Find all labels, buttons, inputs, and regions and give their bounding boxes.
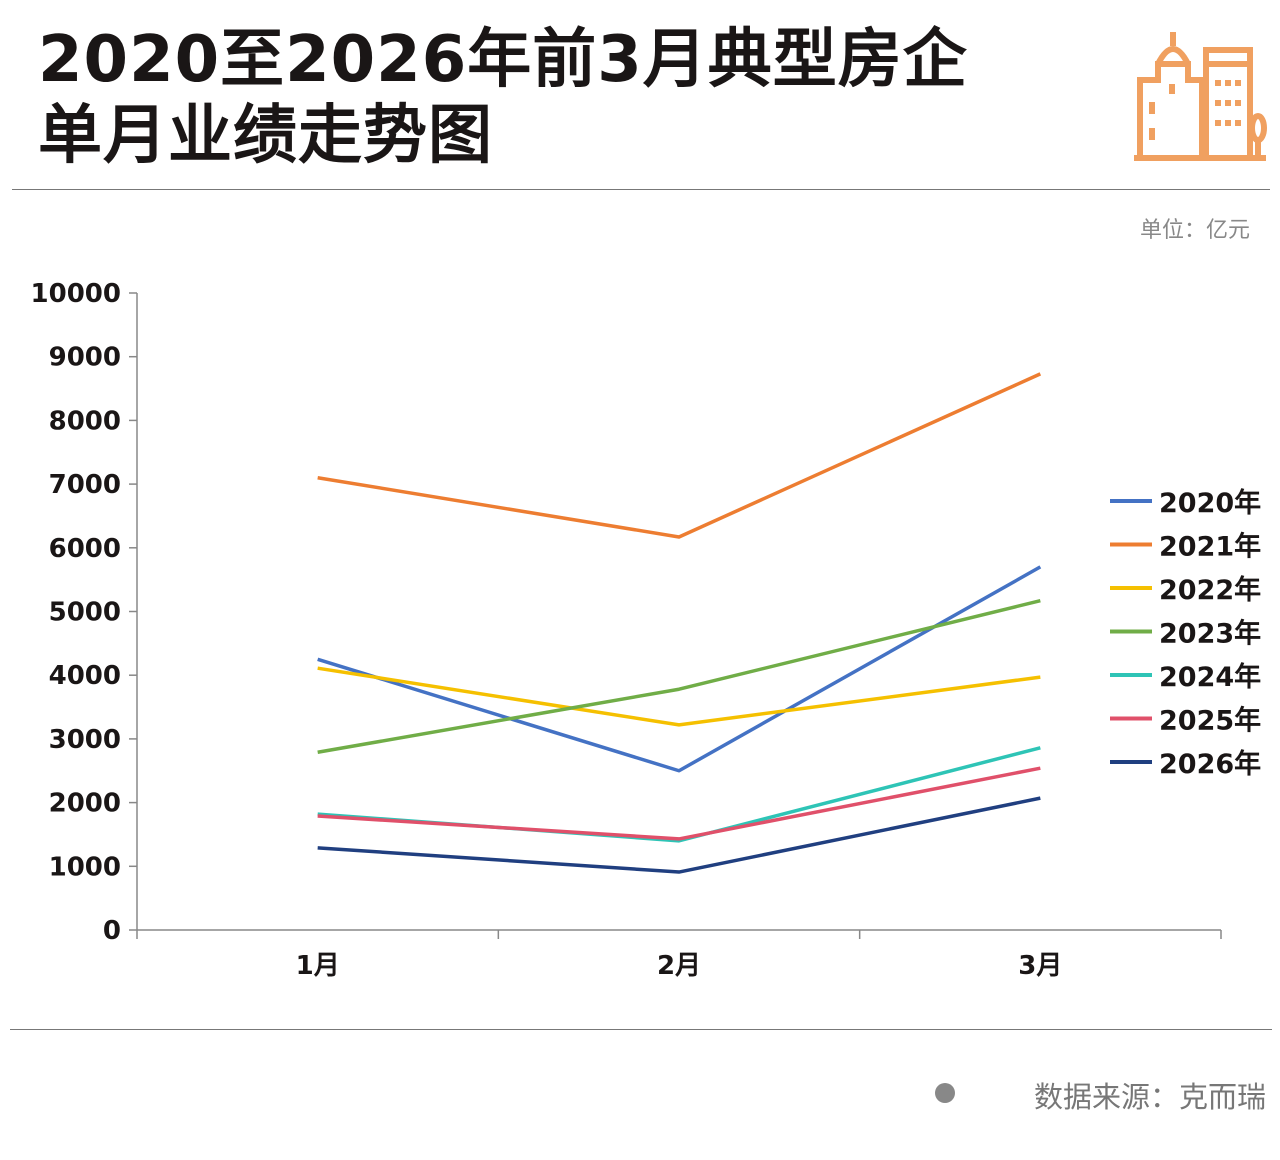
city-buildings-icon [1134,32,1267,161]
x-tick-label: 3月 [1018,951,1062,981]
x-tick-label: 1月 [296,951,340,981]
series-line-2022年 [317,666,1041,727]
header-divider [12,189,1270,190]
legend-label: 2025年 [1159,705,1261,737]
footer-divider [10,1029,1272,1030]
series-line-2026年 [317,796,1041,874]
legend-label: 2023年 [1159,618,1261,650]
legend-label: 2020年 [1159,487,1261,519]
series-line-2025年 [317,766,1041,841]
y-tick-label: 9000 [49,343,121,373]
series-line-2023年 [317,598,1041,755]
legend-label: 2021年 [1159,531,1261,563]
page-title: 2020至2026年前3月典型房企 单月业绩走势图 [38,22,968,174]
title-line-2: 单月业绩走势图 [38,99,493,173]
y-tick-label: 0 [103,916,121,946]
y-tick-label: 7000 [49,470,121,500]
x-tick-label: 2月 [657,951,701,981]
y-tick-label: 10000 [31,279,121,309]
y-tick-label: 3000 [49,725,121,755]
title-line-1: 2020至2026年前3月典型房企 [38,23,968,97]
series-line-2021年 [317,372,1042,539]
y-tick-label: 8000 [49,406,121,436]
series-line-2024年 [317,746,1041,843]
y-tick-label: 1000 [49,852,121,882]
y-tick-label: 5000 [49,598,121,628]
source-label: 数据来源：克而瑞 [1033,1080,1266,1114]
legend-label: 2026年 [1159,748,1261,780]
unit-label: 单位：亿元 [1139,218,1250,243]
legend-label: 2022年 [1159,574,1261,606]
y-tick-label: 2000 [49,789,121,819]
y-tick-label: 4000 [49,661,121,691]
y-tick-label: 6000 [49,534,121,564]
bullet-icon [935,1083,955,1103]
line-chart: 0 1000 2000 3000 4000 5000 6000 7000 8000 9000 100… [31,279,1262,981]
legend-label: 2024年 [1159,661,1261,693]
series-line-2020年 [317,565,1042,773]
